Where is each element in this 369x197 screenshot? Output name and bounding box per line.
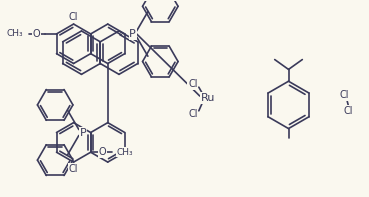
Text: Cl: Cl <box>188 109 198 119</box>
Text: Cl: Cl <box>69 12 78 22</box>
Text: CH₃: CH₃ <box>116 148 133 157</box>
Text: Ru: Ru <box>200 93 215 103</box>
Text: O: O <box>33 29 41 39</box>
Text: O: O <box>99 147 106 157</box>
Text: P: P <box>79 127 86 138</box>
Text: Cl: Cl <box>188 79 198 89</box>
Text: P: P <box>129 29 136 39</box>
Text: Cl: Cl <box>340 90 349 100</box>
Text: CH₃: CH₃ <box>6 29 23 38</box>
Text: Cl: Cl <box>69 164 78 174</box>
Text: Cl: Cl <box>344 106 354 116</box>
